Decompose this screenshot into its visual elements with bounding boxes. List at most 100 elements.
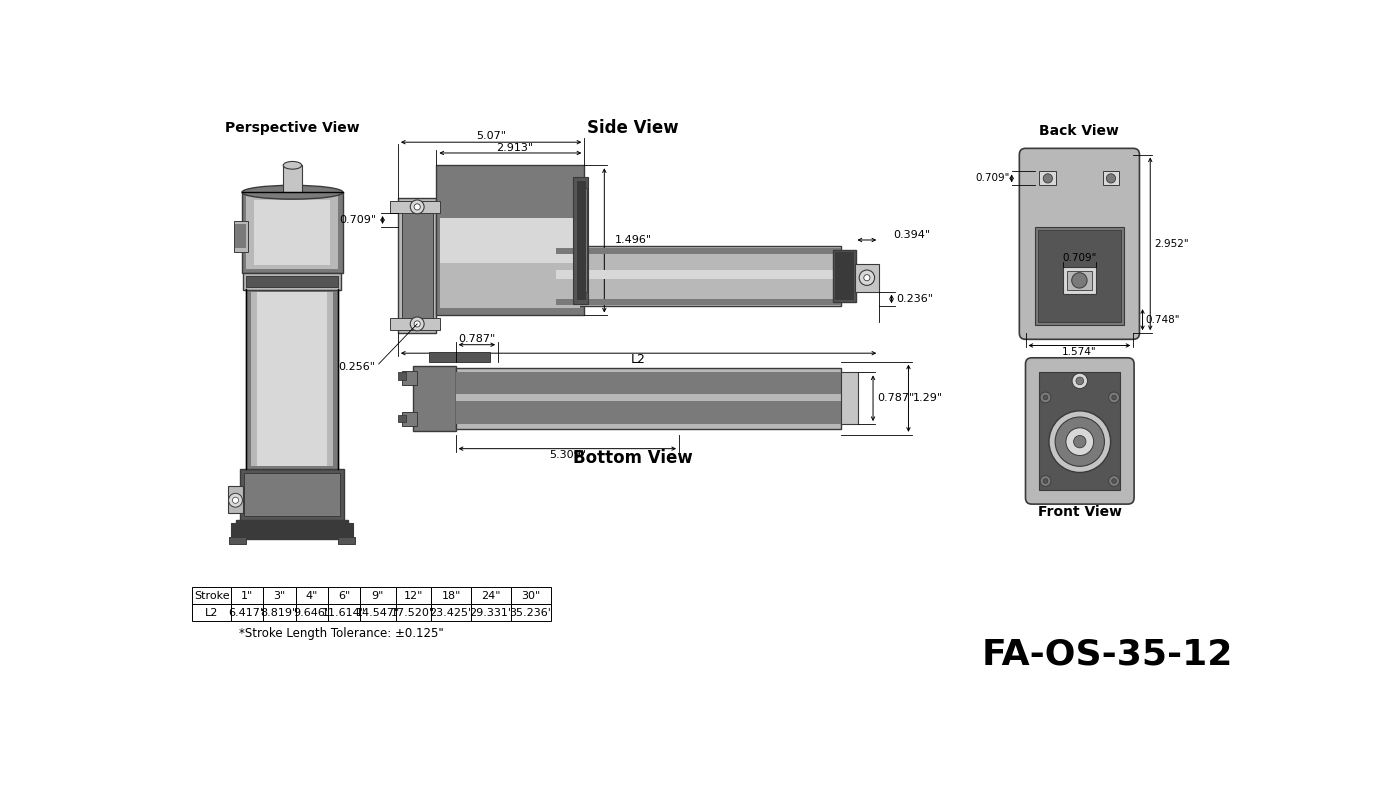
Bar (428, 353, 490, 362)
Text: 29.331": 29.331" (469, 608, 514, 618)
Circle shape (1043, 478, 1047, 483)
Text: Perspective View: Perspective View (225, 122, 360, 135)
Text: 2.913": 2.913" (496, 143, 533, 154)
Text: 5.07": 5.07" (476, 131, 507, 141)
Text: 0.748": 0.748" (1145, 314, 1180, 325)
Bar (413, 366, 456, 431)
Circle shape (1112, 395, 1116, 400)
Ellipse shape (242, 186, 343, 199)
Bar (192, 587, 231, 604)
Text: 0.787": 0.787" (458, 334, 496, 343)
Circle shape (1074, 435, 1086, 448)
Text: 23.425": 23.425" (428, 608, 473, 618)
Bar (437, 166, 584, 315)
Text: 12": 12" (403, 590, 423, 601)
Text: 0.709": 0.709" (1063, 253, 1096, 262)
Bar (1037, 230, 1121, 322)
Bar (258, 292, 328, 466)
Bar (263, 587, 295, 604)
Bar (1039, 171, 1057, 186)
Bar (402, 412, 417, 426)
Text: 0.394": 0.394" (893, 230, 930, 240)
Text: 17.520": 17.520" (391, 608, 435, 618)
Bar (398, 414, 406, 422)
Text: 1.29": 1.29" (913, 394, 944, 403)
Bar (396, 604, 431, 621)
Text: Front View: Front View (1037, 505, 1121, 519)
Bar (581, 188, 587, 292)
Bar (237, 519, 347, 538)
Bar (470, 587, 511, 604)
Text: 6": 6" (337, 590, 350, 601)
Circle shape (1109, 392, 1120, 403)
Bar (283, 166, 302, 192)
Bar (231, 523, 245, 538)
Text: Bottom View: Bottom View (573, 449, 693, 467)
Circle shape (1056, 417, 1105, 466)
Circle shape (1043, 174, 1053, 183)
Circle shape (860, 270, 875, 286)
Bar (339, 523, 353, 538)
Circle shape (414, 321, 420, 327)
Circle shape (864, 274, 869, 281)
Bar (511, 587, 552, 604)
Bar (1035, 227, 1124, 326)
Bar (556, 248, 840, 254)
Circle shape (1072, 373, 1088, 389)
Text: 30": 30" (522, 590, 540, 601)
Bar (295, 587, 328, 604)
Bar (244, 474, 340, 516)
Circle shape (228, 494, 242, 507)
Bar (231, 587, 263, 604)
Text: Side View: Side View (587, 119, 679, 138)
FancyBboxPatch shape (1019, 148, 1140, 339)
Bar (263, 604, 295, 621)
Bar (396, 587, 431, 604)
Bar (402, 204, 433, 327)
Bar (360, 587, 396, 604)
FancyBboxPatch shape (1025, 358, 1134, 504)
Bar (253, 200, 330, 266)
Text: 0.256": 0.256" (337, 362, 375, 372)
Bar (511, 604, 552, 621)
Circle shape (1049, 411, 1110, 473)
Ellipse shape (283, 162, 302, 169)
Bar (328, 587, 360, 604)
Bar (391, 318, 440, 330)
Bar (440, 233, 581, 308)
Circle shape (1106, 174, 1116, 183)
Text: 24": 24" (482, 590, 501, 601)
Text: 35.236": 35.236" (510, 608, 553, 618)
Bar (398, 373, 406, 380)
Bar (1067, 270, 1092, 290)
Text: 0.709": 0.709" (339, 215, 377, 225)
Bar (328, 604, 360, 621)
Text: 4": 4" (305, 590, 318, 601)
Bar (431, 604, 470, 621)
Bar (246, 276, 337, 287)
Bar (337, 538, 354, 544)
Text: L2: L2 (204, 608, 218, 618)
Bar (854, 264, 879, 291)
Text: 18": 18" (441, 590, 461, 601)
Bar (360, 604, 396, 621)
Bar (1063, 267, 1096, 294)
Bar (242, 192, 343, 273)
Text: *Stroke Length Tolerance: ±0.125": *Stroke Length Tolerance: ±0.125" (238, 627, 444, 640)
Text: 8.819": 8.819" (260, 608, 298, 618)
Bar (251, 292, 333, 466)
Text: 2.952": 2.952" (1154, 239, 1189, 249)
Bar (241, 470, 344, 519)
Circle shape (1040, 392, 1051, 403)
Circle shape (1065, 428, 1093, 455)
Text: FA-OS-35-12: FA-OS-35-12 (981, 638, 1233, 671)
Text: 5.309": 5.309" (549, 450, 585, 460)
Circle shape (1071, 273, 1088, 288)
Circle shape (410, 317, 424, 331)
Text: 6.417": 6.417" (228, 608, 266, 618)
Bar (391, 201, 440, 213)
Bar (840, 373, 858, 424)
Text: 1": 1" (241, 590, 253, 601)
Text: 9.646": 9.646" (293, 608, 330, 618)
Circle shape (1112, 478, 1116, 483)
